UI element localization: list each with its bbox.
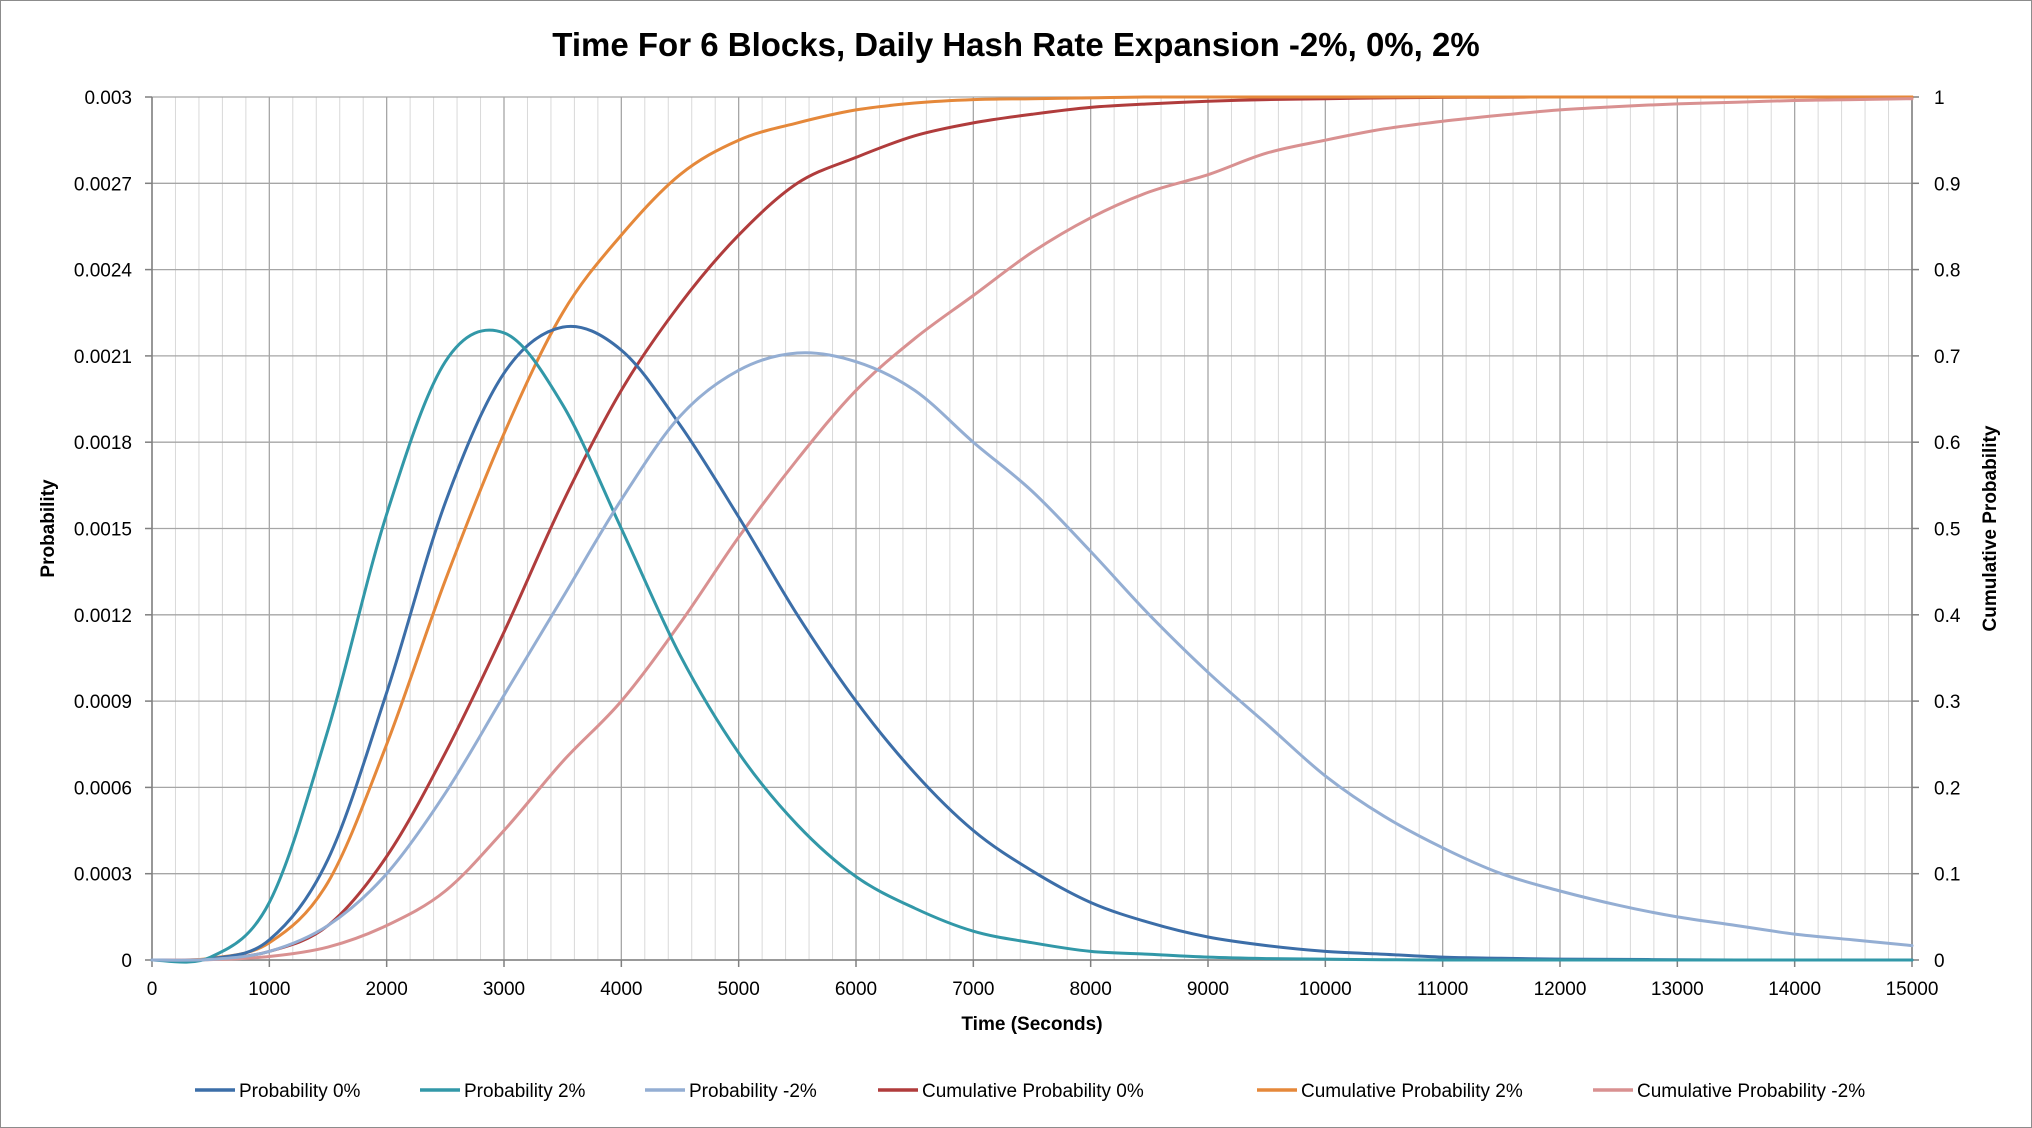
y2-tick-label: 1	[1934, 88, 1945, 109]
y2-tick-label: 0.6	[1934, 433, 1960, 454]
legend-label: Probability 0%	[239, 1081, 361, 1102]
y-tick-label: 0	[121, 951, 132, 972]
y2-axis-title: Cumulative Probability	[1980, 425, 2001, 631]
x-axis-title: Time (Seconds)	[961, 1014, 1102, 1035]
x-tick-label: 14000	[1768, 979, 1821, 1000]
x-tick-label: 12000	[1534, 979, 1587, 1000]
legend-label: Cumulative Probability 2%	[1301, 1081, 1523, 1102]
legend-label: Probability -2%	[689, 1081, 817, 1102]
y2-tick-label: 0.7	[1934, 347, 1960, 368]
axes: 0 1000 2000 3000 4000 5000 6000 7000 8000 9000 100…	[38, 88, 2001, 1035]
y2-tick-label: 0.1	[1934, 865, 1960, 886]
series-lines	[150, 95, 1914, 964]
grid	[151, 96, 1913, 961]
y2-tick-label: 0.2	[1934, 778, 1960, 799]
y-tick-label: 0.0006	[74, 778, 132, 799]
y-tick-label: 0.0021	[74, 347, 132, 368]
series-line-probability-2	[150, 328, 1914, 964]
legend-label: Cumulative Probability 0%	[922, 1081, 1144, 1102]
y2-tick-label: 0.4	[1934, 606, 1961, 627]
x-tick-label: 1000	[248, 979, 290, 1000]
x-tick-label: 2000	[366, 979, 408, 1000]
y-tick-label: 0.0027	[74, 174, 132, 195]
x-tick-label: 5000	[718, 979, 760, 1000]
y-tick-label: 0.0015	[74, 520, 132, 541]
series-line-probability-2	[150, 351, 1914, 962]
y2-tick-label: 0	[1934, 951, 1945, 972]
y-tick-label: 0.0009	[74, 692, 132, 713]
legend-label: Probability 2%	[464, 1081, 586, 1102]
y-tick-label: 0.0018	[74, 433, 132, 454]
y-tick-label: 0.0024	[74, 261, 133, 282]
x-tick-label: 9000	[1187, 979, 1229, 1000]
series-line-cumulative-probability-2	[150, 95, 1914, 962]
y2-tick-label: 0.3	[1934, 692, 1960, 713]
y2-tick-label: 0.8	[1934, 261, 1960, 282]
x-tick-label: 7000	[952, 979, 994, 1000]
x-tick-label: 10000	[1299, 979, 1352, 1000]
series-line-cumulative-probability-2	[150, 97, 1914, 962]
x-tick-label: 8000	[1070, 979, 1112, 1000]
x-tick-label: 0	[147, 979, 158, 1000]
y-tick-label: 0.0003	[74, 865, 132, 886]
x-tick-label: 15000	[1886, 979, 1939, 1000]
x-tick-label: 4000	[600, 979, 642, 1000]
x-tick-label: 3000	[483, 979, 525, 1000]
y2-tick-label: 0.5	[1934, 520, 1960, 541]
x-tick-label: 11000	[1417, 979, 1468, 1000]
y2-tick-label: 0.9	[1934, 174, 1960, 195]
x-tick-label: 6000	[835, 979, 877, 1000]
legend: Probability 0% Probability 2% Probability …	[195, 1081, 1865, 1102]
y-tick-label: 0.003	[84, 88, 132, 109]
series-line-probability-0	[150, 324, 1914, 963]
legend-label: Cumulative Probability -2%	[1637, 1081, 1865, 1102]
y-axis-title: Probability	[38, 479, 59, 578]
y-tick-label: 0.0012	[74, 606, 132, 627]
x-tick-label: 13000	[1651, 979, 1704, 1000]
chart-title: Time For 6 Blocks, Daily Hash Rate Expan…	[552, 26, 1480, 63]
